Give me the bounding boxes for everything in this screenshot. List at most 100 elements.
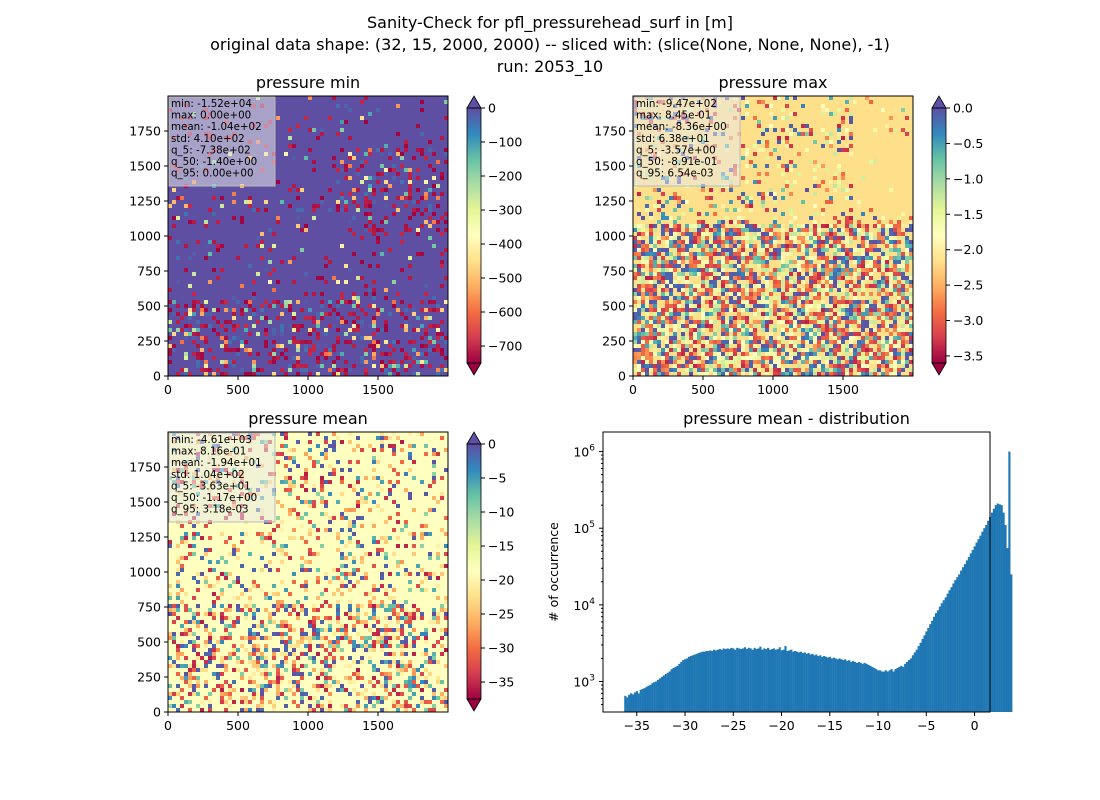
heatmap-cell [252,368,256,372]
heatmap-cell [713,224,717,228]
heatmap-cell [196,300,200,304]
heatmap-cell [697,240,701,244]
heatmap-cell [292,316,296,320]
heatmap-cell [665,296,669,300]
heatmap-cell [789,144,793,148]
heatmap-cell [416,124,420,128]
heatmap-cell [793,180,797,184]
heatmap-cell [825,140,829,144]
heatmap-cell [725,248,729,252]
heatmap-cell [881,356,885,360]
heatmap-cell [364,620,368,624]
heatmap-cell [713,240,717,244]
heatmap-cell [404,568,408,572]
heatmap-cell [665,292,669,296]
heatmap-cell [673,256,677,260]
heatmap-cell [781,328,785,332]
heatmap-cell [861,360,865,364]
heatmap-cell [244,604,248,608]
heatmap-cell [665,348,669,352]
heatmap-cell [781,336,785,340]
heatmap-cell [761,236,765,240]
heatmap-cell [641,244,645,248]
heatmap-cell [256,336,260,340]
heatmap-cell [889,224,893,228]
heatmap-cell [677,260,681,264]
heatmap-cell [689,332,693,336]
heatmap-cell [412,552,416,556]
heatmap-cell [364,572,368,576]
heatmap-cell [705,236,709,240]
heatmap-cell [240,608,244,612]
heatmap-cell [216,580,220,584]
heatmap-cell [705,268,709,272]
heatmap-cell [424,192,428,196]
heatmap-cell [821,332,825,336]
heatmap-cell [204,304,208,308]
heatmap-cell [857,352,861,356]
heatmap-cell [905,228,909,232]
heatmap-cell [356,500,360,504]
heatmap-cell [837,368,841,372]
heatmap-cell [861,228,865,232]
heatmap-cell [697,224,701,228]
heatmap-cell [232,544,236,548]
heatmap-cell [757,148,761,152]
heatmap-cell [344,564,348,568]
heatmap-cell [264,208,268,212]
heatmap-cell [837,252,841,256]
heatmap-cell [320,620,324,624]
heatmap-cell [172,332,176,336]
heatmap-cell [168,608,172,612]
heatmap-cell [376,604,380,608]
heatmap-cell [216,368,220,372]
heatmap-cell [765,372,769,376]
heatmap-cell [392,500,396,504]
heatmap-cell [729,316,733,320]
heatmap-cell [861,344,865,348]
heatmap-cell [637,272,641,276]
heatmap-cell [737,216,741,220]
heatmap-cell [244,244,248,248]
heatmap-cell [384,520,388,524]
heatmap-cell [817,288,821,292]
heatmap-cell [901,324,905,328]
heatmap-cell [657,276,661,280]
heatmap-cell [841,268,845,272]
heatmap-cell [653,272,657,276]
heatmap-cell [296,640,300,644]
heatmap-cell [653,260,657,264]
heatmap-cell [801,352,805,356]
heatmap-cell [364,552,368,556]
heatmap-cell [717,308,721,312]
heatmap-cell [865,332,869,336]
heatmap-cell [741,300,745,304]
heatmap-cell [376,636,380,640]
heatmap-cell [272,360,276,364]
heatmap-cell [729,284,733,288]
heatmap-cell [392,448,396,452]
heatmap-cell [408,620,412,624]
heatmap-cell [705,312,709,316]
heatmap-cell [404,140,408,144]
heatmap-cell [869,252,873,256]
heatmap-cell [677,228,681,232]
heatmap-cell [901,244,905,248]
heatmap-cell [833,244,837,248]
heatmap-cell [388,636,392,640]
heatmap-cell [741,352,745,356]
heatmap-cell [344,320,348,324]
heatmap-cell [681,280,685,284]
heatmap-cell [204,340,208,344]
heatmap-cell [404,640,408,644]
heatmap-cell [741,200,745,204]
heatmap-cell [733,244,737,248]
heatmap-cell [356,460,360,464]
heatmap-cell [773,328,777,332]
heatmap-cell [877,340,881,344]
heatmap-cell [420,432,424,436]
heatmap-cell [865,244,869,248]
heatmap-cell [805,256,809,260]
heatmap-cell [825,336,829,340]
heatmap-cell [909,272,913,276]
